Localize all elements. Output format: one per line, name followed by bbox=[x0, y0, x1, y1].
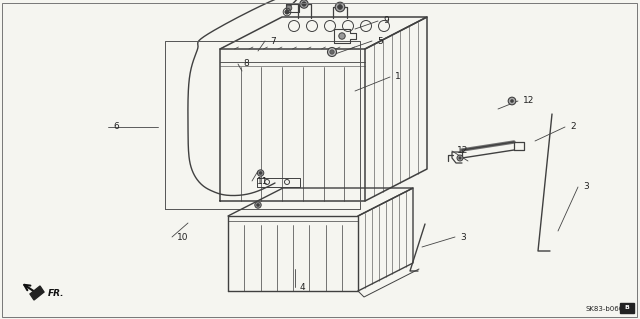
Text: 9: 9 bbox=[383, 17, 388, 26]
Text: 5: 5 bbox=[377, 36, 383, 46]
Circle shape bbox=[335, 2, 345, 12]
Circle shape bbox=[338, 4, 342, 9]
Circle shape bbox=[339, 33, 345, 39]
Circle shape bbox=[257, 170, 264, 176]
Text: 1: 1 bbox=[395, 72, 401, 81]
Circle shape bbox=[458, 157, 461, 160]
Text: 6: 6 bbox=[113, 122, 119, 131]
Text: 3: 3 bbox=[460, 233, 466, 241]
Text: SK83-b0600: SK83-b0600 bbox=[585, 306, 628, 312]
Circle shape bbox=[302, 2, 306, 6]
Circle shape bbox=[330, 50, 334, 54]
Text: 10: 10 bbox=[177, 233, 189, 241]
Circle shape bbox=[256, 203, 260, 207]
Circle shape bbox=[286, 5, 292, 11]
Bar bbox=[620, 302, 634, 313]
Text: 3: 3 bbox=[583, 182, 589, 191]
Text: 12: 12 bbox=[457, 146, 468, 155]
Circle shape bbox=[457, 155, 463, 161]
Text: 8: 8 bbox=[243, 60, 249, 69]
Circle shape bbox=[259, 171, 262, 175]
Circle shape bbox=[255, 202, 261, 208]
Text: 2: 2 bbox=[570, 122, 575, 131]
Text: 7: 7 bbox=[270, 36, 276, 46]
Circle shape bbox=[285, 10, 289, 14]
Circle shape bbox=[510, 99, 514, 103]
Polygon shape bbox=[30, 286, 44, 300]
Circle shape bbox=[300, 0, 308, 8]
Text: FR.: FR. bbox=[48, 288, 65, 298]
Text: B: B bbox=[625, 305, 629, 310]
Text: 11: 11 bbox=[257, 176, 269, 186]
Circle shape bbox=[508, 97, 516, 105]
Text: 12: 12 bbox=[523, 97, 534, 106]
Circle shape bbox=[328, 48, 337, 56]
Text: 4: 4 bbox=[300, 283, 306, 292]
